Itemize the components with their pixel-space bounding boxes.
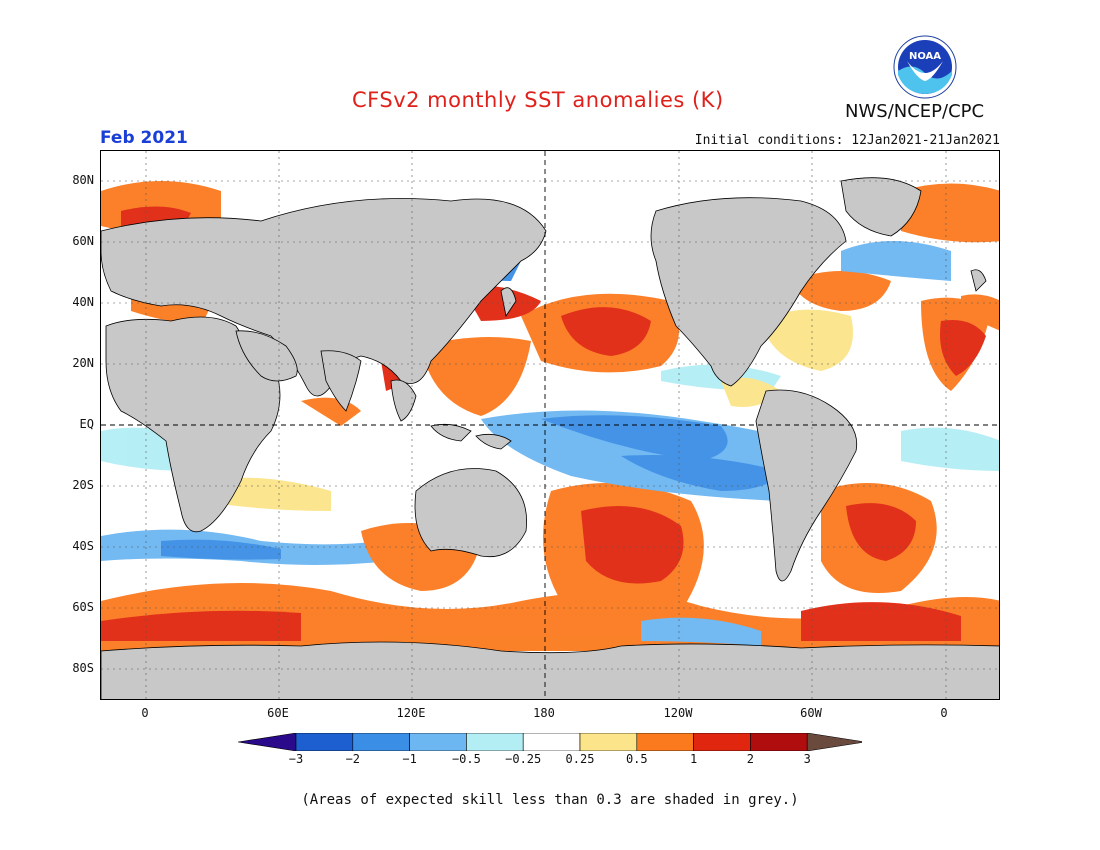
colorbar-cell (693, 733, 751, 751)
land-greenland (840, 177, 922, 237)
forecast-month-label: Feb 2021 (100, 128, 188, 148)
colorbar (238, 733, 862, 751)
land-africa (105, 316, 281, 533)
initial-conditions-label: Initial conditions: 12Jan2021-21Jan2021 (694, 133, 1000, 148)
graticule (101, 151, 999, 699)
lon-label: 120W (663, 706, 693, 720)
chart-title: CFSv2 monthly SST anomalies (K) (352, 88, 724, 112)
noaa-logo-icon: NOAA (893, 35, 957, 99)
colorbar-cell (409, 733, 467, 751)
colorbar-tick-label: −1 (402, 752, 417, 766)
organization-label: NWS/NCEP/CPC (845, 101, 985, 122)
colorbar-tick-label: 0.5 (625, 752, 648, 766)
land-south-america (755, 389, 858, 582)
land-antarctica (101, 641, 999, 699)
colorbar-cell (352, 733, 410, 751)
land-masses (101, 177, 999, 699)
lon-label: 0 (940, 706, 948, 720)
anomaly-field (101, 181, 999, 651)
lat-label: 80N (72, 173, 94, 187)
equator-dateline (101, 151, 999, 699)
sst-anomaly-map (100, 150, 1000, 700)
lon-label: 0 (141, 706, 149, 720)
lon-label: 60W (800, 706, 822, 720)
lat-label: 20N (72, 356, 94, 370)
noaa-logo-text: NOAA (909, 51, 941, 62)
lat-label: EQ (79, 417, 94, 431)
colorbar-cell (750, 733, 808, 751)
colorbar-max-arrow (806, 733, 862, 751)
land-japan (500, 287, 517, 318)
lon-label: 60E (267, 706, 289, 720)
colorbar-cell (579, 733, 638, 751)
land-se-asia (390, 379, 417, 422)
colorbar-tick-label: −0.25 (505, 752, 542, 766)
lon-label: 180 (533, 706, 555, 720)
lon-label: 120E (396, 706, 426, 720)
colorbar-tick-label: −2 (345, 752, 361, 766)
colorbar-tick-label: 0.25 (565, 752, 595, 766)
land-uk (970, 269, 987, 292)
lat-label: 80S (72, 661, 94, 675)
land-indonesia (430, 423, 472, 442)
map-canvas (101, 151, 999, 699)
colorbar-cell (636, 733, 694, 751)
colorbar-cell (295, 733, 354, 751)
land-australia (414, 468, 528, 558)
land-north-america (650, 197, 847, 387)
colorbar-min-arrow (238, 733, 297, 751)
colorbar-cell (466, 733, 524, 751)
lat-label: 60S (72, 600, 94, 614)
colorbar-tick-label: −0.5 (451, 752, 481, 766)
colorbar-cell (522, 733, 581, 751)
colorbar-tick-label: 2 (746, 752, 754, 766)
colorbar-tick-label: −3 (288, 752, 304, 766)
lat-label: 40S (72, 539, 94, 553)
skill-note: (Areas of expected skill less than 0.3 a… (301, 792, 799, 808)
colorbar-tick-label: 1 (689, 752, 698, 766)
colorbar-tick-label: 3 (803, 752, 811, 766)
lat-label: 60N (72, 234, 94, 248)
land-india (320, 350, 362, 412)
lat-label: 20S (72, 478, 94, 492)
lat-label: 40N (72, 295, 94, 309)
land-arabia (235, 330, 298, 382)
